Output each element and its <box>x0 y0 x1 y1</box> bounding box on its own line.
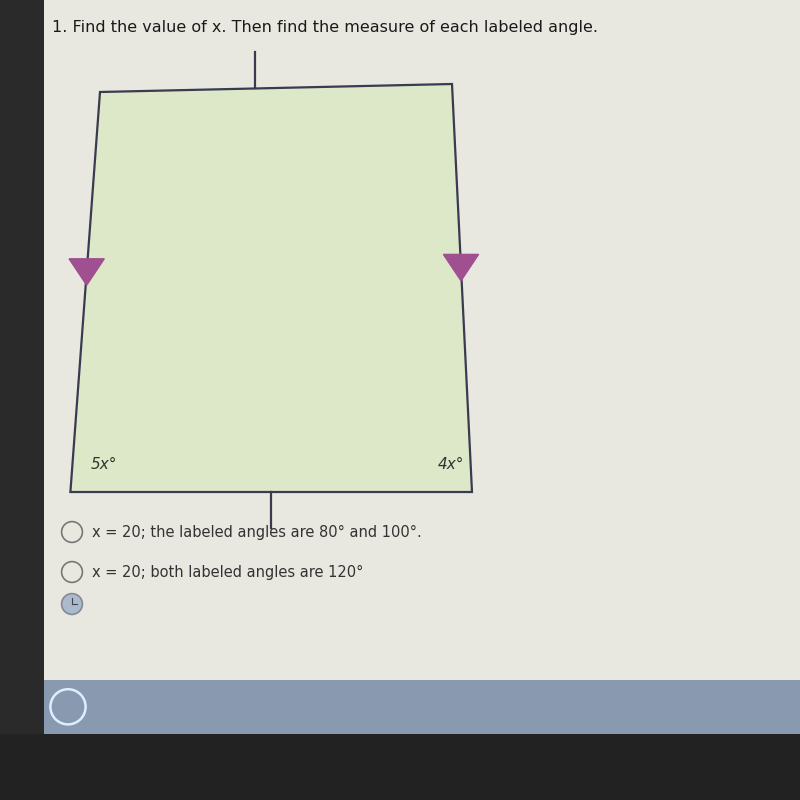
FancyBboxPatch shape <box>44 680 800 734</box>
Text: 4x°: 4x° <box>438 457 464 472</box>
Polygon shape <box>69 258 104 285</box>
FancyBboxPatch shape <box>44 0 800 734</box>
Polygon shape <box>443 254 478 281</box>
FancyBboxPatch shape <box>0 734 800 800</box>
Circle shape <box>62 594 82 614</box>
Text: x = 20; the labeled angles are 80° and 100°.: x = 20; the labeled angles are 80° and 1… <box>92 525 422 539</box>
Text: 1. Find the value of x. Then find the measure of each labeled angle.: 1. Find the value of x. Then find the me… <box>52 20 598 35</box>
Text: 5x°: 5x° <box>90 457 117 472</box>
Text: x = 20; both labeled angles are 120°: x = 20; both labeled angles are 120° <box>92 565 363 579</box>
Polygon shape <box>70 84 472 492</box>
FancyBboxPatch shape <box>0 0 44 800</box>
